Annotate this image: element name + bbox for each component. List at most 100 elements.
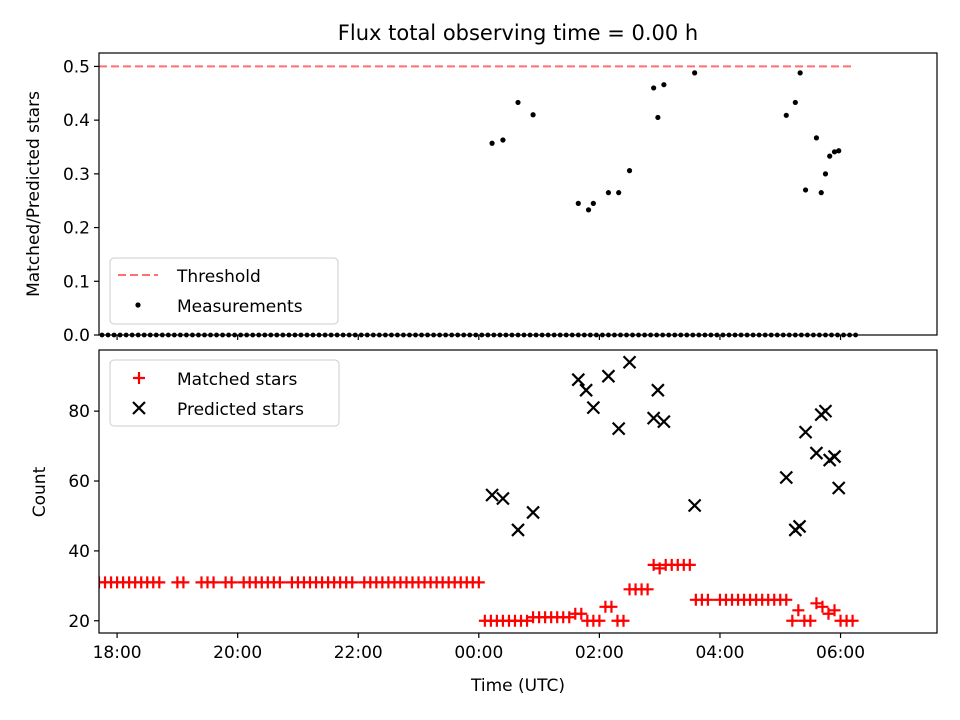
predicted-star-point [571,372,586,387]
top-panel: 0.0 0.1 0.2 0.3 0.4 0.5 Matched/Predicted sta… [24,52,938,346]
predicted-star-point [798,425,813,439]
bottom-panel-marks [99,355,859,627]
predicted-star-point [586,400,601,415]
measurement-point [822,171,829,177]
x-tick-label: 22:00 [334,643,383,663]
measurement-point [530,112,536,118]
measurement-point [616,190,622,196]
measurement-point [797,70,803,76]
bottom-panel: 20 40 60 80 18:00 20:00 22:00 00:00 02:00 04:00 06… [30,349,938,696]
matched-star-point [828,604,841,617]
top-y-tick-label: 0.1 [63,272,90,292]
matched-star-point [786,614,799,627]
matched-star-point [177,576,190,589]
predicted-star-point [646,411,661,425]
top-legend-measurements-label: Measurements [177,297,303,317]
top-legend-measurements-swatch [135,302,141,308]
bottom-legend-predicted-label: Predicted stars [177,400,304,420]
x-tick-label: 02:00 [575,643,624,663]
bottom-y-axis-label: Count [30,466,50,517]
matched-star-point [846,614,859,627]
matched-star-point [701,593,714,606]
matched-star-point [207,576,220,589]
top-legend-box [109,257,339,325]
bottom-plot-frame [98,349,938,634]
bottom-y-tick-label: 60 [68,472,90,492]
matched-star-point [647,558,660,571]
predicted-star-point [809,446,824,460]
measurement-point [692,70,698,76]
top-chart-title: Flux total observing time = 0.00 h [338,21,698,45]
measurement-point [651,85,657,91]
bottom-y-tick-label: 20 [68,612,90,632]
predicted-star-point [526,505,540,520]
measurement-point [783,112,789,118]
matched-star-point [563,611,576,624]
matched-star-point [822,607,835,620]
predicted-star-point [657,414,671,429]
matched-star-point [521,614,534,627]
measurement-point [500,137,506,143]
x-tick-label: 18:00 [93,643,142,663]
x-axis-label: Time (UTC) [470,676,565,696]
measurement-point [836,148,842,154]
measurement-point [831,149,838,155]
predicted-star-point [827,449,842,464]
predicted-star-point [779,470,794,485]
matched-star-point [641,583,654,596]
top-legend-threshold-label: Threshold [176,267,261,287]
predicted-star-point [818,404,833,418]
predicted-star-point [511,523,525,537]
top-panel-axes: 0.0 0.1 0.2 0.3 0.4 0.5 [63,52,938,346]
matched-star-point [225,576,238,589]
matched-star-point [273,576,286,589]
predicted-star-point [496,491,510,506]
measurement-point [792,99,798,106]
x-tick-label: 00:00 [454,643,503,663]
matched-star-point [816,600,829,613]
x-tick-label: 20:00 [213,643,262,663]
bottom-legend-predicted-swatch [132,401,146,415]
measurement-point [813,135,820,141]
top-y-tick-label: 0.4 [63,111,90,131]
measurement-point [605,190,612,196]
measurement-point [489,140,495,146]
top-y-axis-label: Matched/Predicted stars [24,91,44,297]
measurement-point [585,207,592,213]
matched-star-point [804,614,817,627]
predicted-star-point [831,481,846,495]
predicted-star-point [485,488,499,502]
measurement-point [802,187,809,193]
measurement-point [515,99,521,106]
bottom-legend-box [109,359,340,427]
matched-star-point [605,600,618,613]
measurement-point [661,82,667,88]
matched-star-point [472,576,485,589]
predicted-star-point [792,519,807,534]
bottom-legend-matched-swatch [133,372,145,384]
matched-star-point [153,576,166,589]
matched-star-point [683,558,696,571]
x-tick-label: 04:00 [695,643,744,663]
predicted-star-point [601,369,616,383]
matched-star-point [653,562,666,575]
measurement-point [575,200,581,206]
bottom-legend: Matched stars Predicted stars [109,359,340,427]
top-legend: Threshold Measurements [109,257,339,325]
matched-star-point [780,593,793,606]
top-y-tick-label: 0.0 [63,326,90,346]
top-plot-frame [98,52,938,336]
matched-star-point [593,614,606,627]
matched-star-point [810,597,823,610]
top-y-tick-label: 0.5 [63,57,90,77]
measurement-point [626,168,633,174]
matched-star-point [792,604,805,617]
predicted-star-point [687,498,702,513]
x-tick-label: 06:00 [816,643,865,663]
bottom-legend-matched-label: Matched stars [177,370,297,390]
top-y-tick-label: 0.3 [63,165,90,185]
bottom-y-tick-label: 40 [68,542,90,562]
predicted-star-point [611,421,626,436]
measurement-point [827,153,833,159]
predicted-star-point [622,355,637,370]
